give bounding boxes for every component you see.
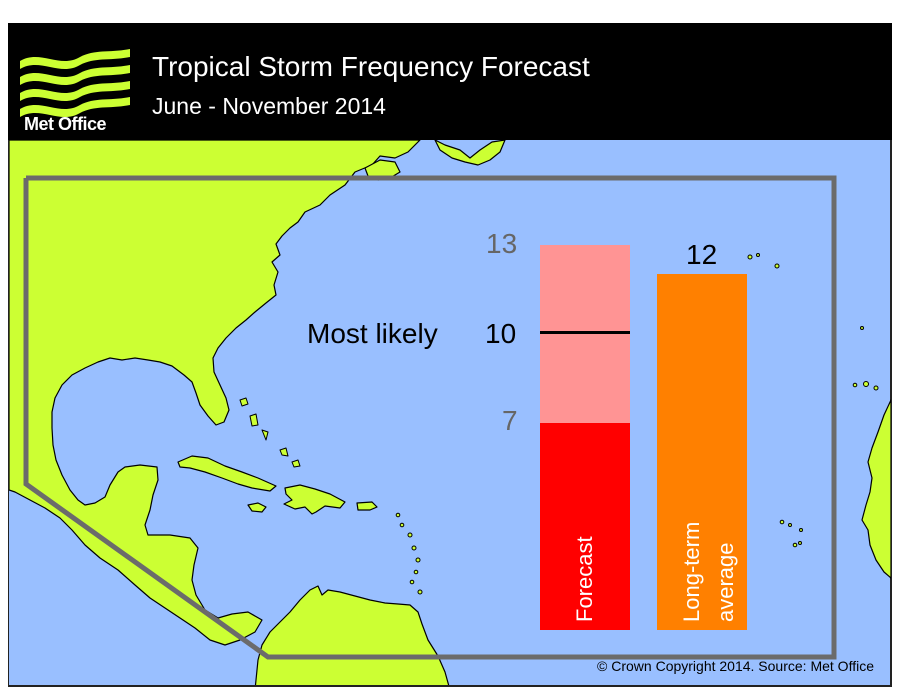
range-low-value: 7 <box>502 405 518 436</box>
puerto-rico-island <box>356 501 378 511</box>
most-likely-line <box>540 331 630 334</box>
hispaniola-island <box>283 484 346 515</box>
forecast-range-bar <box>540 245 630 423</box>
copyright-notice: © Crown Copyright 2014. Source: Met Offi… <box>597 658 874 674</box>
met-office-wave-logo-icon <box>20 49 130 117</box>
long-term-average-bar <box>657 274 747 630</box>
most-likely-value: 10 <box>485 318 517 349</box>
newfoundland-landmass <box>434 140 506 166</box>
bahamas-islands <box>239 397 301 468</box>
forecast-bar-label: Forecast <box>572 536 597 622</box>
lesser-antilles-islands <box>395 512 423 595</box>
north-america-landmass <box>9 140 421 646</box>
most-likely-label: Most likely <box>307 318 438 349</box>
atlantic-islands <box>747 253 879 548</box>
africa-landmass <box>861 399 891 579</box>
average-bar-label-line2: average <box>713 542 738 622</box>
jamaica-island <box>247 502 267 513</box>
cuba-island <box>177 455 277 492</box>
chart-subtitle: June - November 2014 <box>152 93 386 119</box>
average-value: 12 <box>686 239 718 270</box>
forecast-region-outline <box>23 175 837 660</box>
south-america-landmass <box>254 585 450 685</box>
chart-title: Tropical Storm Frequency Forecast <box>152 51 590 82</box>
range-high-value: 13 <box>486 228 518 259</box>
average-bar-label-line1: Long-term <box>679 521 704 622</box>
met-office-logo-text: Met Office <box>24 114 107 134</box>
header-bar <box>8 23 892 140</box>
forecast-bar <box>540 423 630 630</box>
